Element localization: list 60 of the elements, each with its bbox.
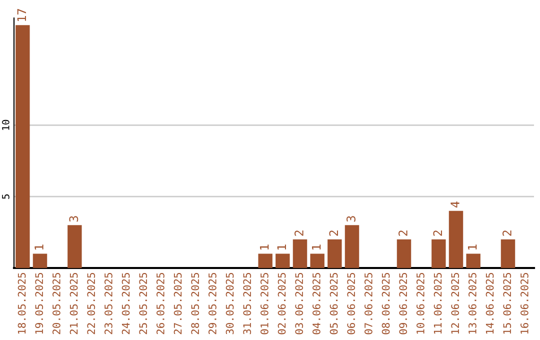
- x-tick-label: 19.05.2025: [35, 273, 44, 334]
- x-tick-label: 09.06.2025: [399, 273, 408, 334]
- bar: [68, 225, 82, 268]
- x-tick-label: 14.06.2025: [486, 273, 494, 334]
- x-tick-label: 15.06.2025: [503, 273, 512, 334]
- data-label: 17: [17, 9, 26, 21]
- data-label: 1: [34, 244, 44, 250]
- x-tick-label: 03.06.2025: [295, 273, 304, 334]
- bar: [396, 239, 412, 268]
- x-tick-label: 21.05.2025: [70, 273, 78, 334]
- bar: [276, 254, 290, 268]
- bar: [16, 25, 30, 268]
- x-tick-label: 06.06.2025: [347, 273, 356, 334]
- x-tick-label: 12.06.2025: [451, 273, 460, 334]
- x-tick-label: 20.05.2025: [52, 273, 60, 334]
- x-tick-label: 08.06.2025: [382, 273, 390, 334]
- x-tick-label: 16.06.2025: [520, 273, 528, 334]
- bar: [258, 254, 272, 268]
- x-tick-label: 25.05.2025: [139, 273, 148, 334]
- x-tick-label: 01.06.2025: [260, 273, 268, 334]
- y-tick-label: 10: [2, 120, 10, 130]
- x-tick-label: 22.05.2025: [87, 273, 96, 334]
- data-label: 2: [294, 230, 304, 236]
- x-tick-label: 28.05.2025: [191, 273, 200, 334]
- x-tick-label: 27.05.2025: [174, 273, 182, 334]
- x-tick-label: 26.05.2025: [156, 273, 164, 334]
- bar: [344, 225, 360, 268]
- x-tick-label: 11.06.2025: [434, 273, 442, 334]
- data-label: 3: [69, 216, 78, 222]
- bar: [432, 239, 446, 268]
- bar: [328, 239, 342, 268]
- x-tick-label: 13.06.2025: [468, 273, 476, 334]
- data-label: 4: [450, 202, 460, 208]
- x-tick-label: 05.06.2025: [330, 273, 338, 334]
- x-tick-label: 30.05.2025: [226, 273, 234, 334]
- data-label: 2: [502, 230, 512, 236]
- x-tick-label: 31.05.2025: [243, 273, 252, 334]
- bar: [310, 254, 324, 268]
- data-label: 2: [329, 230, 338, 236]
- x-tick-label: 29.05.2025: [208, 273, 216, 334]
- x-tick-label: 04.06.2025: [312, 273, 320, 334]
- bar: [292, 239, 308, 268]
- bar: [466, 254, 480, 268]
- data-label: 1: [277, 244, 286, 250]
- data-label: 1: [260, 244, 269, 250]
- x-tick-label: 18.05.2025: [18, 273, 26, 334]
- bar: [448, 210, 464, 268]
- data-label: 1: [312, 244, 321, 250]
- x-tick-label: 07.06.2025: [364, 273, 372, 334]
- bar: [500, 239, 516, 268]
- x-tick-label: 10.06.2025: [416, 273, 424, 334]
- data-label: 1: [468, 244, 477, 250]
- x-tick-label: 24.05.2025: [122, 273, 130, 334]
- data-label: 2: [433, 230, 442, 236]
- x-tick-label: 02.06.2025: [278, 273, 286, 334]
- data-label: 3: [346, 216, 356, 222]
- bar: [32, 254, 48, 268]
- x-tick-label: 23.05.2025: [104, 273, 112, 334]
- y-tick-label: 5: [2, 194, 10, 199]
- data-label: 2: [398, 230, 408, 236]
